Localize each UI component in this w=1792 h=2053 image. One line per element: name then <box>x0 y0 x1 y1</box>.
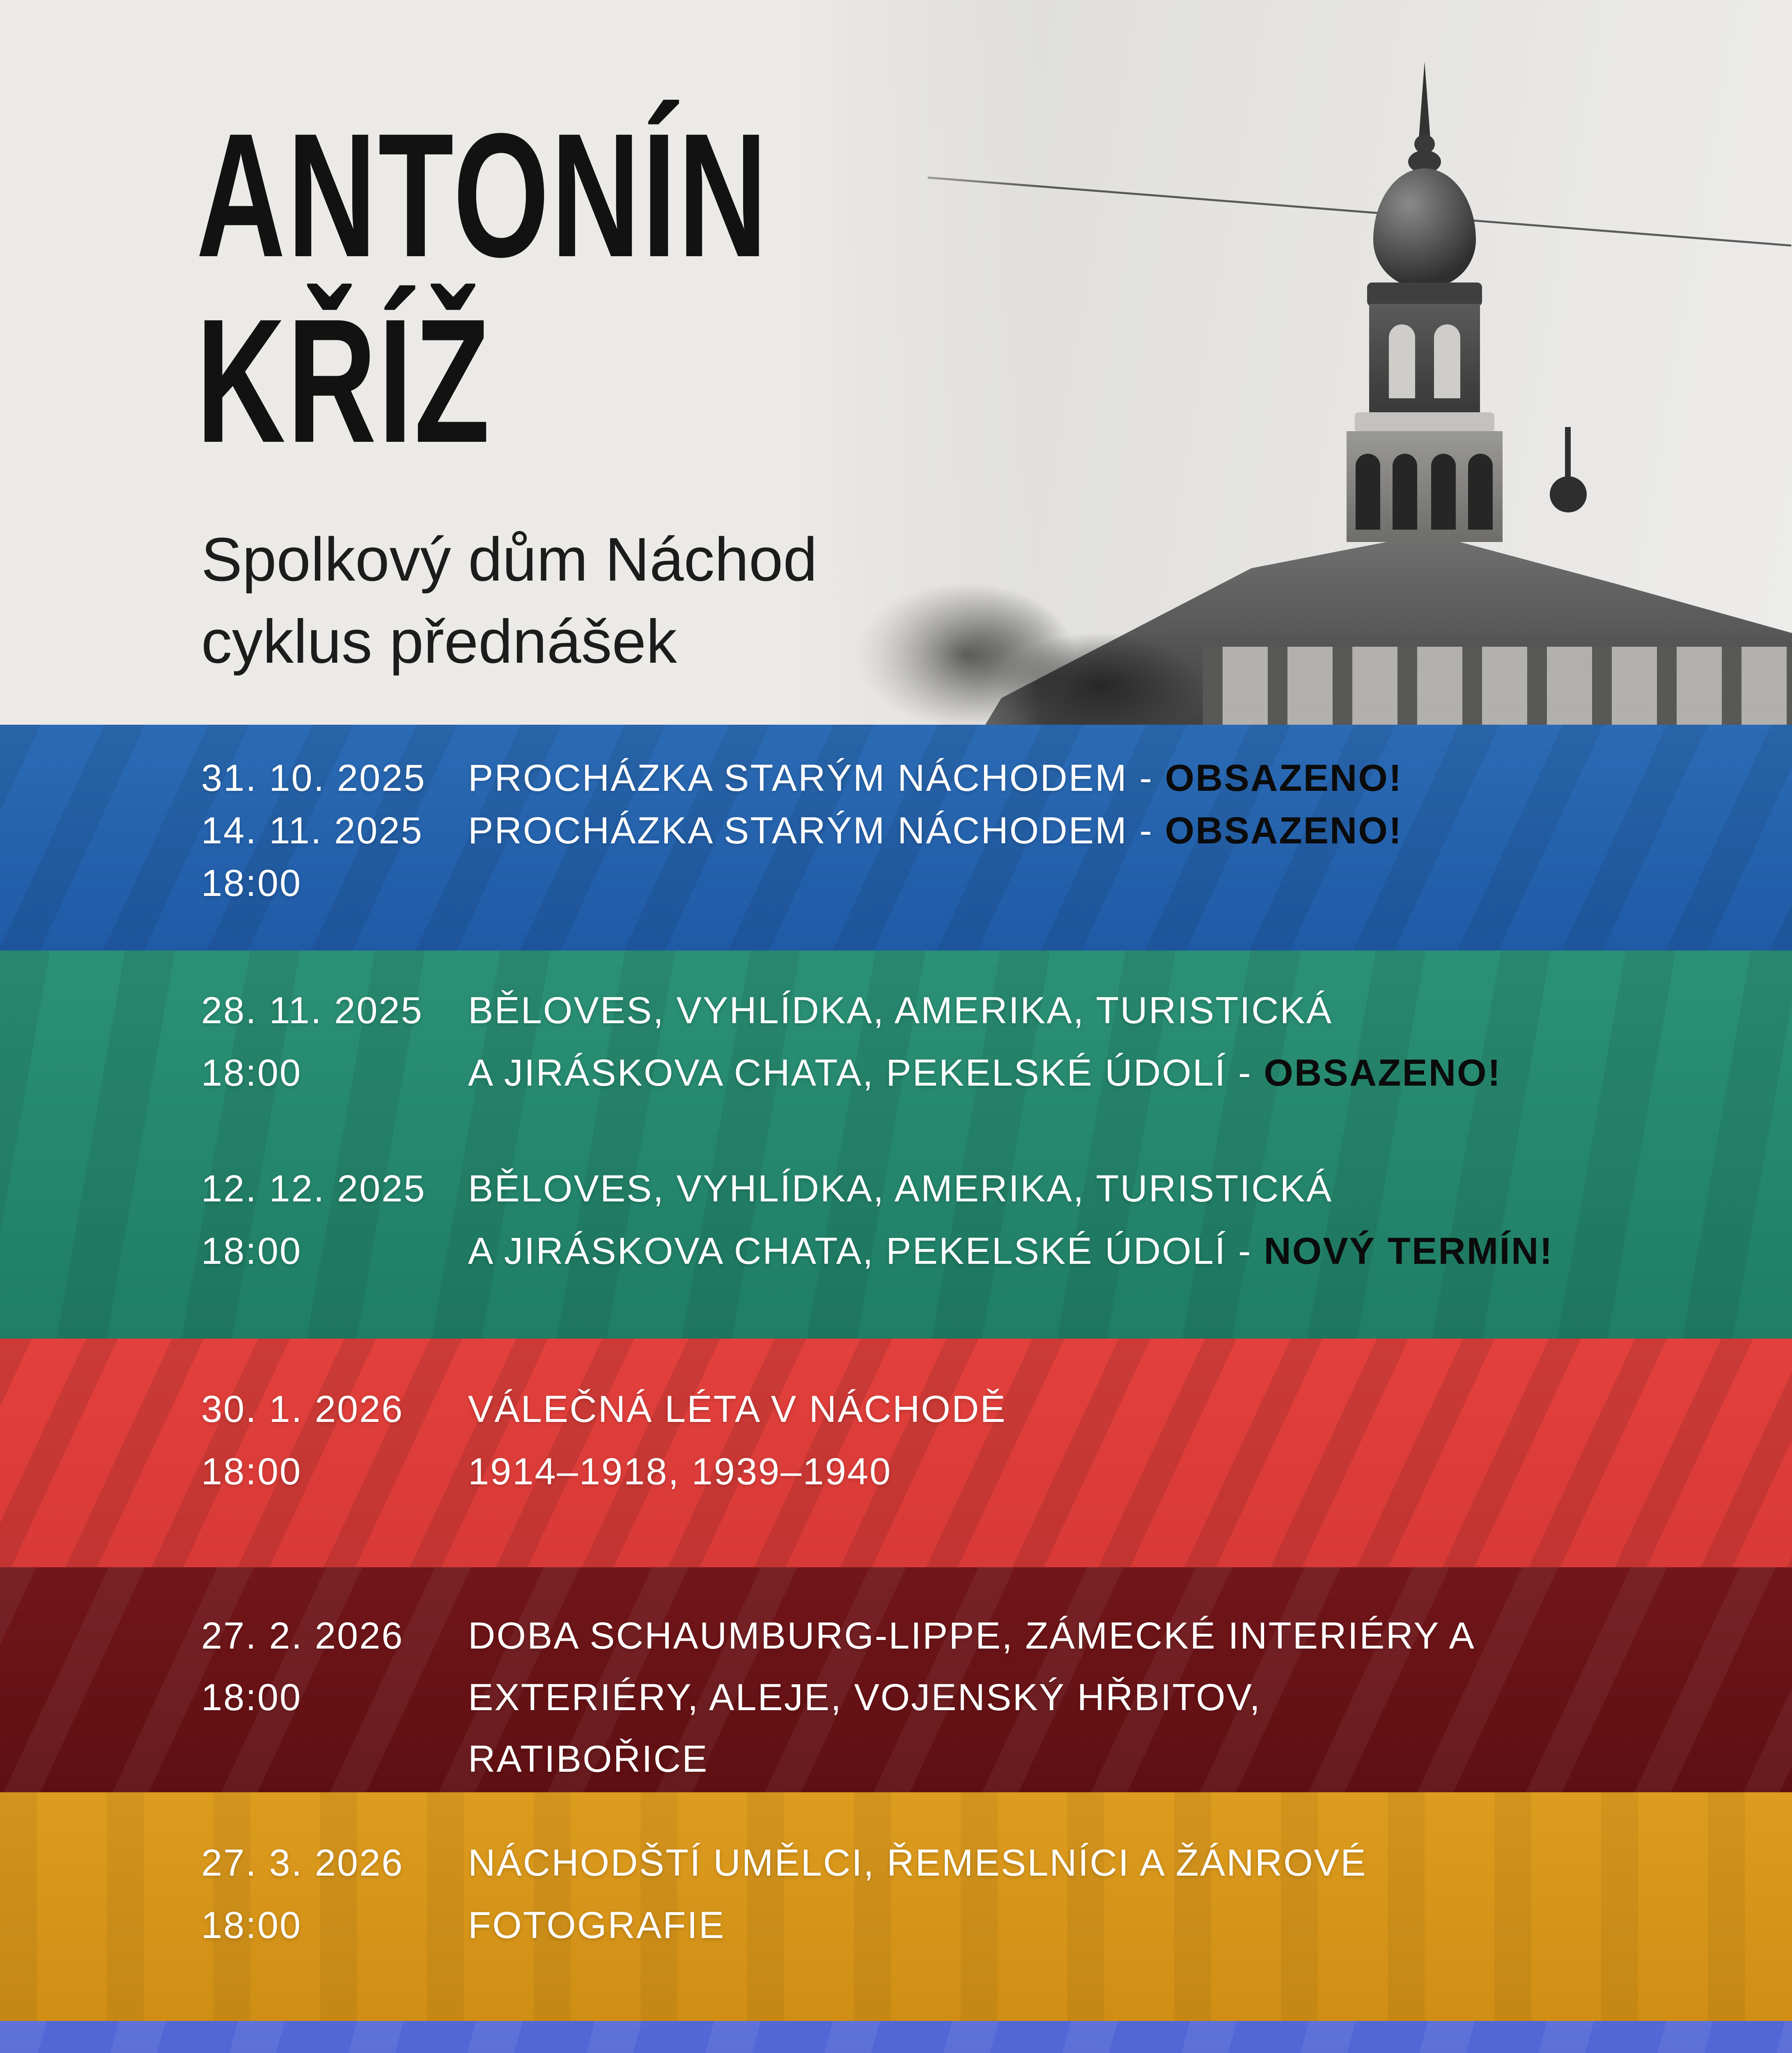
band-blue: 31. 10. 2025 PROCHÁZKA STARÝM NÁCHODEM -… <box>0 725 1792 951</box>
event-row: 18:00 A JIRÁSKOVA CHATA, PEKELSKÉ ÚDOLÍ … <box>201 1220 1792 1282</box>
event-time: 18:00 <box>201 862 302 904</box>
event-title: VÁLEČNÁ LÉTA V NÁCHODĚ <box>468 1388 1007 1430</box>
event-row: 12. 12. 2025 BĚLOVES, VYHLÍDKA, AMERIKA,… <box>201 1157 1792 1220</box>
event-title: A JIRÁSKOVA CHATA, PEKELSKÉ ÚDOLÍ - NOVÝ… <box>468 1230 1553 1272</box>
event-row: 30. 1. 2026 VÁLEČNÁ LÉTA V NÁCHODĚ <box>201 1378 1792 1440</box>
subtitle-line-1: Spolkový dům Náchod <box>201 525 817 594</box>
paper-fade-overlay <box>0 0 1792 725</box>
title-line-1: ANTONÍN <box>196 97 769 294</box>
band-blue-violet: 24. 4. 2026 NÁCHOD SPORTOVNÍ – ATLETIKA,… <box>0 2021 1792 2053</box>
event-row: 18:00 FOTOGRAFIE <box>201 1894 1792 1957</box>
event-row: 28. 11. 2025 BĚLOVES, VYHLÍDKA, AMERIKA,… <box>201 979 1792 1042</box>
event-time: 18:00 <box>201 1230 302 1272</box>
event-row: 18:00 EXTERIÉRY, ALEJE, VOJENSKÝ HŘBITOV… <box>201 1667 1792 1728</box>
event-row: RATIBOŘICE <box>201 1728 1792 1790</box>
title-line-2: KŘÍŽ <box>196 282 492 480</box>
event-date: 31. 10. 2025 <box>201 757 426 799</box>
subtitle-line-2: cyklus přednášek <box>201 607 677 676</box>
event-status-highlight: OBSAZENO! <box>1264 1052 1502 1094</box>
subtitle: Spolkový dům Náchod cyklus přednášek <box>201 518 817 682</box>
band-orange: 27. 3. 2026 NÁCHODŠTÍ UMĚLCI, ŘEMESLNÍCI… <box>0 1792 1792 2021</box>
event-title: EXTERIÉRY, ALEJE, VOJENSKÝ HŘBITOV, <box>468 1676 1262 1718</box>
event-row: 18:00 <box>201 857 1792 909</box>
event-time: 18:00 <box>201 1676 302 1718</box>
event-date: 27. 3. 2026 <box>201 1842 404 1884</box>
event-date: 12. 12. 2025 <box>201 1167 426 1210</box>
event-row: 27. 3. 2026 NÁCHODŠTÍ UMĚLCI, ŘEMESLNÍCI… <box>201 1832 1792 1894</box>
top-section: ANTONÍN KŘÍŽ Spolkový dům Náchod cyklus … <box>0 0 1792 725</box>
event-title: 1914–1918, 1939–1940 <box>468 1450 892 1493</box>
event-title: BĚLOVES, VYHLÍDKA, AMERIKA, TURISTICKÁ <box>468 1167 1333 1210</box>
event-time: 18:00 <box>201 1052 302 1094</box>
page-title: ANTONÍN KŘÍŽ <box>196 103 1014 474</box>
event-date: 28. 11. 2025 <box>201 989 423 1031</box>
event-row: 18:00 1914–1918, 1939–1940 <box>201 1440 1792 1503</box>
event-title: RATIBOŘICE <box>468 1738 709 1780</box>
event-row: 27. 2. 2026 DOBA SCHAUMBURG-LIPPE, ZÁMEC… <box>201 1605 1792 1667</box>
event-status-highlight: NOVÝ TERMÍN! <box>1264 1230 1553 1272</box>
band-red: 30. 1. 2026 VÁLEČNÁ LÉTA V NÁCHODĚ 18:00… <box>0 1339 1792 1567</box>
event-date: 27. 2. 2026 <box>201 1614 404 1657</box>
event-title: A JIRÁSKOVA CHATA, PEKELSKÉ ÚDOLÍ - OBSA… <box>468 1052 1502 1094</box>
event-title: PROCHÁZKA STARÝM NÁCHODEM - OBSAZENO! <box>468 757 1403 799</box>
event-row: 18:00 A JIRÁSKOVA CHATA, PEKELSKÉ ÚDOLÍ … <box>201 1042 1792 1104</box>
event-row: 31. 10. 2025 PROCHÁZKA STARÝM NÁCHODEM -… <box>201 752 1792 804</box>
band-dark-red: 27. 2. 2026 DOBA SCHAUMBURG-LIPPE, ZÁMEC… <box>0 1567 1792 1792</box>
event-title: DOBA SCHAUMBURG-LIPPE, ZÁMECKÉ INTERIÉRY… <box>468 1614 1475 1657</box>
band-green: 28. 11. 2025 BĚLOVES, VYHLÍDKA, AMERIKA,… <box>0 951 1792 1339</box>
event-date: 30. 1. 2026 <box>201 1388 404 1430</box>
event-status-highlight: OBSAZENO! <box>1165 757 1403 799</box>
event-status-highlight: OBSAZENO! <box>1165 809 1403 852</box>
event-title: NÁCHODŠTÍ UMĚLCI, ŘEMESLNÍCI A ŽÁNROVÉ <box>468 1842 1367 1884</box>
event-title: BĚLOVES, VYHLÍDKA, AMERIKA, TURISTICKÁ <box>468 989 1333 1031</box>
event-time: 18:00 <box>201 1450 302 1493</box>
event-title: PROCHÁZKA STARÝM NÁCHODEM - OBSAZENO! <box>468 809 1403 852</box>
event-title: FOTOGRAFIE <box>468 1904 725 1946</box>
event-row: 14. 11. 2025 PROCHÁZKA STARÝM NÁCHODEM -… <box>201 804 1792 857</box>
event-time: 18:00 <box>201 1904 302 1946</box>
event-date: 14. 11. 2025 <box>201 809 423 852</box>
